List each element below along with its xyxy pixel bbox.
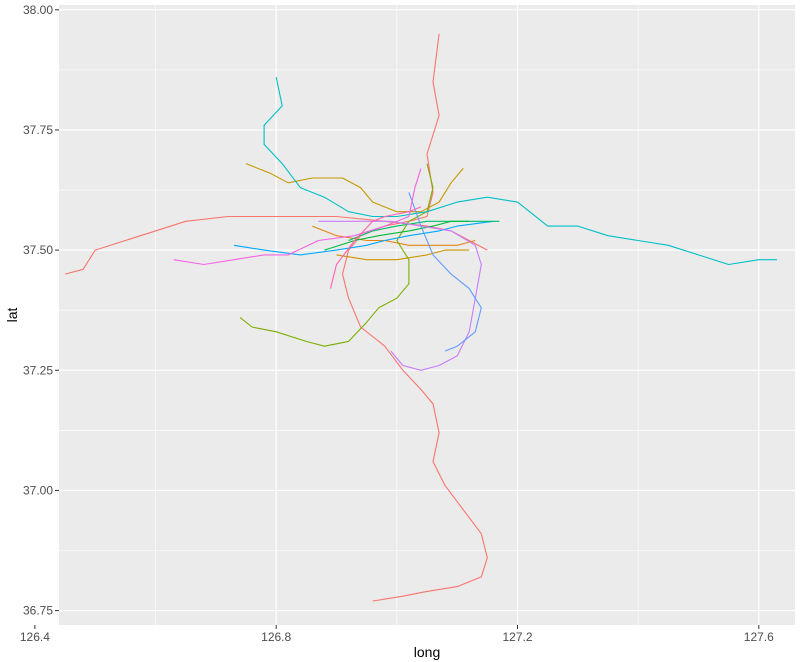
x-axis-title: long (414, 644, 440, 660)
x-tick-label: 126.4 (20, 630, 50, 644)
y-axis: 36.75 37.00 37.25 37.50 37.75 38.00 (23, 3, 59, 618)
series-line (341, 33, 488, 602)
series-line (263, 76, 777, 266)
x-axis: 126.4 126.8 127.2 127.6 (20, 625, 774, 644)
panel-background (59, 5, 795, 625)
y-axis-title: lat (4, 308, 20, 323)
series-line (408, 192, 482, 352)
y-tick-label: 37.25 (23, 363, 53, 377)
x-tick-label: 126.8 (261, 630, 291, 644)
series-line (173, 168, 422, 266)
grid-major (59, 5, 795, 625)
x-tick-label: 127.2 (502, 630, 532, 644)
series-layer (64, 33, 777, 602)
series-line (245, 163, 464, 213)
y-tick-label: 37.75 (23, 123, 53, 137)
series-line (329, 206, 422, 289)
series-line (336, 249, 470, 261)
y-tick-label: 37.50 (23, 243, 53, 257)
y-tick-label: 36.75 (23, 604, 53, 618)
y-tick-label: 38.00 (23, 3, 53, 17)
series-line (348, 220, 500, 242)
y-tick-label: 37.00 (23, 483, 53, 497)
grid-minor (59, 5, 795, 625)
x-tick-label: 127.6 (744, 630, 774, 644)
series-line (312, 225, 476, 246)
series-line (233, 220, 494, 256)
